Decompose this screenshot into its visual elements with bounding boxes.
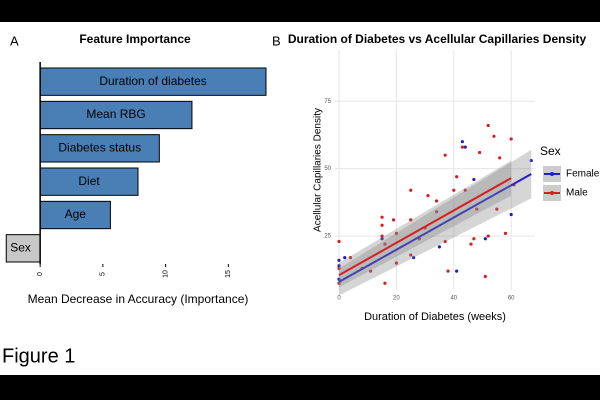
- x-tick-label: 60: [508, 296, 515, 302]
- bar-label: Mean RBG: [86, 107, 145, 121]
- bar: [39, 134, 160, 163]
- point: [337, 277, 341, 281]
- point: [486, 234, 490, 238]
- bar: [39, 100, 193, 130]
- point: [394, 231, 399, 235]
- point: [495, 207, 499, 211]
- y-tick-label: 50: [324, 166, 331, 172]
- bar: [5, 234, 41, 263]
- point: [434, 210, 439, 214]
- point: [380, 234, 384, 238]
- bar-label: Age: [65, 207, 87, 221]
- legend-label: Male: [566, 188, 588, 199]
- point: [498, 156, 502, 160]
- point: [503, 231, 508, 235]
- point: [368, 269, 373, 273]
- point: [475, 207, 479, 211]
- point: [463, 145, 467, 149]
- point: [460, 140, 465, 144]
- point: [472, 237, 476, 241]
- point: [460, 145, 465, 149]
- bar-label: Diabetes status: [58, 141, 141, 155]
- point: [452, 188, 456, 192]
- x-tick-label: 40: [450, 296, 457, 302]
- legend-dot: [550, 191, 554, 195]
- point: [348, 256, 353, 260]
- point: [394, 261, 399, 265]
- x-tick-label: 0: [337, 296, 341, 302]
- point: [509, 137, 513, 141]
- point: [337, 266, 341, 271]
- point: [383, 281, 387, 285]
- y-tick-label: 25: [324, 234, 331, 240]
- point: [380, 237, 384, 241]
- bottom-bar: [0, 375, 600, 400]
- point: [337, 258, 341, 262]
- point: [492, 134, 496, 138]
- top-bar: [0, 0, 600, 22]
- point: [343, 256, 347, 260]
- legend-title: Sex: [540, 144, 561, 158]
- point: [383, 242, 387, 246]
- x-axis-label: Duration of Diabetes (weeks): [364, 311, 506, 323]
- x-tick-label: 0: [37, 272, 44, 276]
- figure-label: Figure 1: [2, 345, 75, 367]
- point: [380, 223, 384, 227]
- bar-label: Diet: [78, 174, 100, 188]
- panel-label: A: [10, 33, 19, 48]
- fit-line: [338, 173, 532, 283]
- point: [412, 256, 416, 260]
- point: [455, 175, 459, 179]
- point: [483, 237, 487, 241]
- point: [337, 264, 341, 268]
- point: [472, 177, 476, 182]
- confidence-band: [339, 160, 512, 288]
- point: [469, 242, 473, 246]
- confidence-band: [339, 149, 532, 296]
- chart-title: Duration of Diabetes vs Acellular Capill…: [288, 32, 587, 46]
- point: [446, 269, 450, 273]
- x-axis-label: Mean Decrease in Accuracy (Importance): [28, 292, 249, 306]
- point: [463, 188, 467, 192]
- y-axis-label: Acellular Capillaries Density: [313, 108, 324, 232]
- point: [337, 239, 341, 244]
- point: [409, 253, 413, 257]
- point: [478, 150, 482, 155]
- point: [529, 158, 533, 163]
- bar: [39, 67, 267, 96]
- point: [509, 212, 513, 217]
- bar-label: Duration of diabetes: [99, 74, 206, 88]
- point: [391, 218, 396, 222]
- chart-title: Feature Importance: [79, 32, 191, 46]
- fit-line: [338, 177, 512, 277]
- point: [486, 123, 490, 128]
- point: [409, 188, 413, 192]
- point: [443, 153, 447, 157]
- point: [437, 245, 442, 249]
- point: [483, 274, 487, 279]
- point: [409, 218, 413, 222]
- bar-label: Sex: [10, 241, 31, 255]
- x-tick-label: 20: [393, 296, 400, 302]
- legend-dot: [550, 172, 554, 176]
- point: [443, 239, 447, 244]
- x-tick-label: 5: [100, 272, 107, 276]
- point: [426, 194, 430, 198]
- legend-label: Female: [566, 169, 600, 180]
- bar: [39, 200, 111, 230]
- bar: [39, 167, 139, 196]
- x-tick-label: 15: [225, 270, 232, 278]
- point: [434, 199, 439, 203]
- point: [455, 269, 459, 273]
- y-tick-label: 75: [324, 99, 331, 105]
- point: [380, 215, 384, 219]
- panel-label: B: [272, 33, 281, 48]
- x-tick-label: 10: [162, 270, 169, 278]
